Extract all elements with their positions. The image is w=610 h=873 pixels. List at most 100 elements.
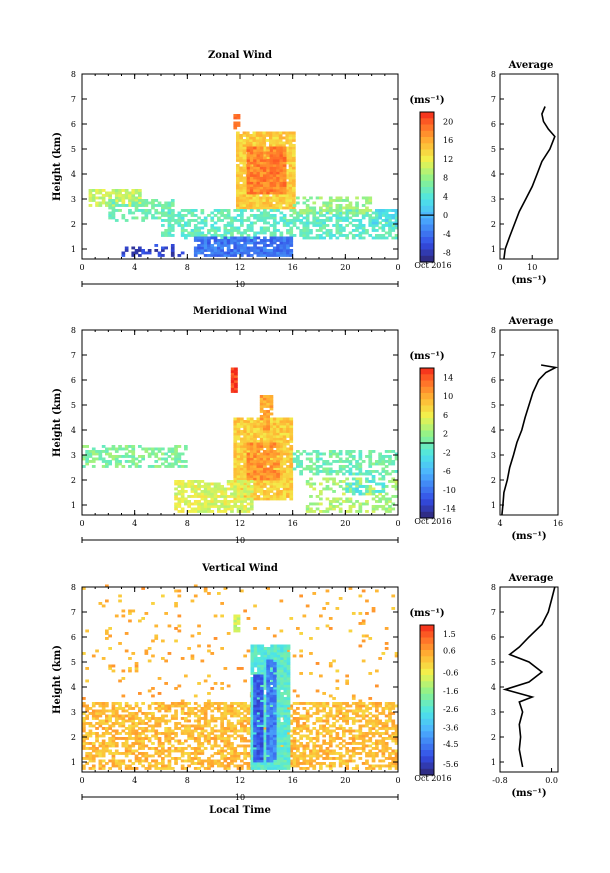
heatmap-cell <box>246 467 251 471</box>
heatmap-cell <box>210 487 215 491</box>
heatmap-cell <box>220 239 224 242</box>
heatmap-cell <box>240 507 244 511</box>
heatmap-cell <box>161 752 165 755</box>
heatmap-cell <box>338 209 343 212</box>
heatmap-cell <box>272 136 276 140</box>
heatmap-cell <box>236 134 240 137</box>
heatmap-cell <box>266 405 270 408</box>
heatmap-cell <box>95 754 99 758</box>
heatmap-cell <box>193 490 198 493</box>
heatmap-cell <box>289 704 294 708</box>
heatmap-cell <box>236 181 240 185</box>
heatmap-cell <box>236 472 241 476</box>
heatmap-cell <box>217 249 221 252</box>
heatmap-cell <box>236 722 241 725</box>
heatmap-cell <box>213 717 218 720</box>
heatmap-cell <box>253 462 257 466</box>
heatmap-cell <box>375 490 379 493</box>
heatmap-cell <box>193 719 198 723</box>
heatmap-cell <box>108 749 112 753</box>
heatmap-cell <box>259 164 264 167</box>
heatmap-cell <box>384 492 389 496</box>
heatmap-cell <box>269 405 274 408</box>
heatmap-cell <box>167 752 172 755</box>
heatmap-cell <box>114 201 119 205</box>
heatmap-cell <box>234 387 238 391</box>
heatmap-cell <box>338 702 343 705</box>
heatmap-cell <box>243 472 247 476</box>
heatmap-cell <box>124 727 129 730</box>
heatmap-cell <box>82 717 86 720</box>
heatmap-cell <box>378 211 382 215</box>
heatmap-cell <box>292 169 296 172</box>
heatmap-cell <box>332 729 336 733</box>
heatmap-cell <box>246 704 251 708</box>
heatmap-cell <box>246 224 251 227</box>
heatmap-cell <box>302 724 307 728</box>
heatmap-cell <box>358 231 363 235</box>
heatmap-cell <box>338 226 343 230</box>
heatmap-cell <box>276 442 280 446</box>
heatmap-cell <box>111 214 116 217</box>
heatmap-cell <box>170 209 175 212</box>
heatmap-cell <box>378 457 382 461</box>
heatmap-cell <box>282 460 287 463</box>
heatmap-cell <box>210 754 215 758</box>
heatmap-cell <box>325 234 330 237</box>
heatmap-cell <box>328 201 333 205</box>
colorbar-segment <box>420 424 434 432</box>
heatmap-cell <box>138 254 142 257</box>
heatmap-cell <box>288 189 293 192</box>
heatmap-cell <box>154 702 159 705</box>
heatmap-cell <box>101 702 106 705</box>
heatmap-cell <box>177 211 182 215</box>
heatmap-cell <box>253 465 257 468</box>
heatmap-cell <box>288 136 293 140</box>
avg-y-tick-label: 8 <box>491 326 496 335</box>
heatmap-cell <box>167 465 172 468</box>
heatmap-cell <box>203 216 208 220</box>
heatmap-cell <box>177 502 182 506</box>
heatmap-cell <box>210 727 215 730</box>
heatmap-cell <box>134 729 139 733</box>
heatmap-cell <box>285 194 290 197</box>
heatmap-cell <box>285 199 290 202</box>
heatmap-cell <box>128 759 132 763</box>
colorbar-segment <box>420 411 434 419</box>
heatmap-cell <box>131 216 136 220</box>
heatmap-cell <box>365 201 369 205</box>
heatmap-cell <box>269 495 274 498</box>
heatmap-cell <box>305 452 310 456</box>
heatmap-cell <box>180 214 185 217</box>
heatmap-cell <box>279 445 284 448</box>
heatmap-cell <box>151 452 155 456</box>
heatmap-cell <box>128 747 132 750</box>
heatmap-cell <box>335 231 340 235</box>
heatmap-cell <box>193 251 198 255</box>
heatmap-cell <box>138 752 142 755</box>
avg-frame <box>499 329 559 516</box>
heatmap-cell <box>111 704 116 708</box>
heatmap-cell <box>197 251 201 255</box>
heatmap-cell <box>381 224 386 227</box>
heatmap-cell <box>361 211 366 215</box>
heatmap-cell <box>325 712 330 715</box>
heatmap-cell <box>289 435 294 438</box>
heatmap-cell <box>105 194 109 197</box>
heatmap-cell <box>180 251 185 255</box>
heatmap-cell <box>246 226 251 230</box>
heatmap-cell <box>272 241 277 245</box>
heatmap-cell <box>246 427 251 431</box>
heatmap-cell <box>134 199 139 202</box>
heatmap-cell <box>289 460 294 463</box>
heatmap-cell <box>223 241 228 245</box>
heatmap-cell <box>286 477 290 481</box>
heatmap-cell <box>141 199 145 202</box>
heatmap-cell <box>252 139 257 142</box>
heatmap-cell <box>234 390 238 393</box>
heatmap-cell <box>101 732 106 735</box>
heatmap-cell <box>180 234 185 237</box>
heatmap-cell <box>275 194 280 197</box>
heatmap-cell <box>246 732 251 735</box>
heatmap-cell <box>269 472 274 476</box>
